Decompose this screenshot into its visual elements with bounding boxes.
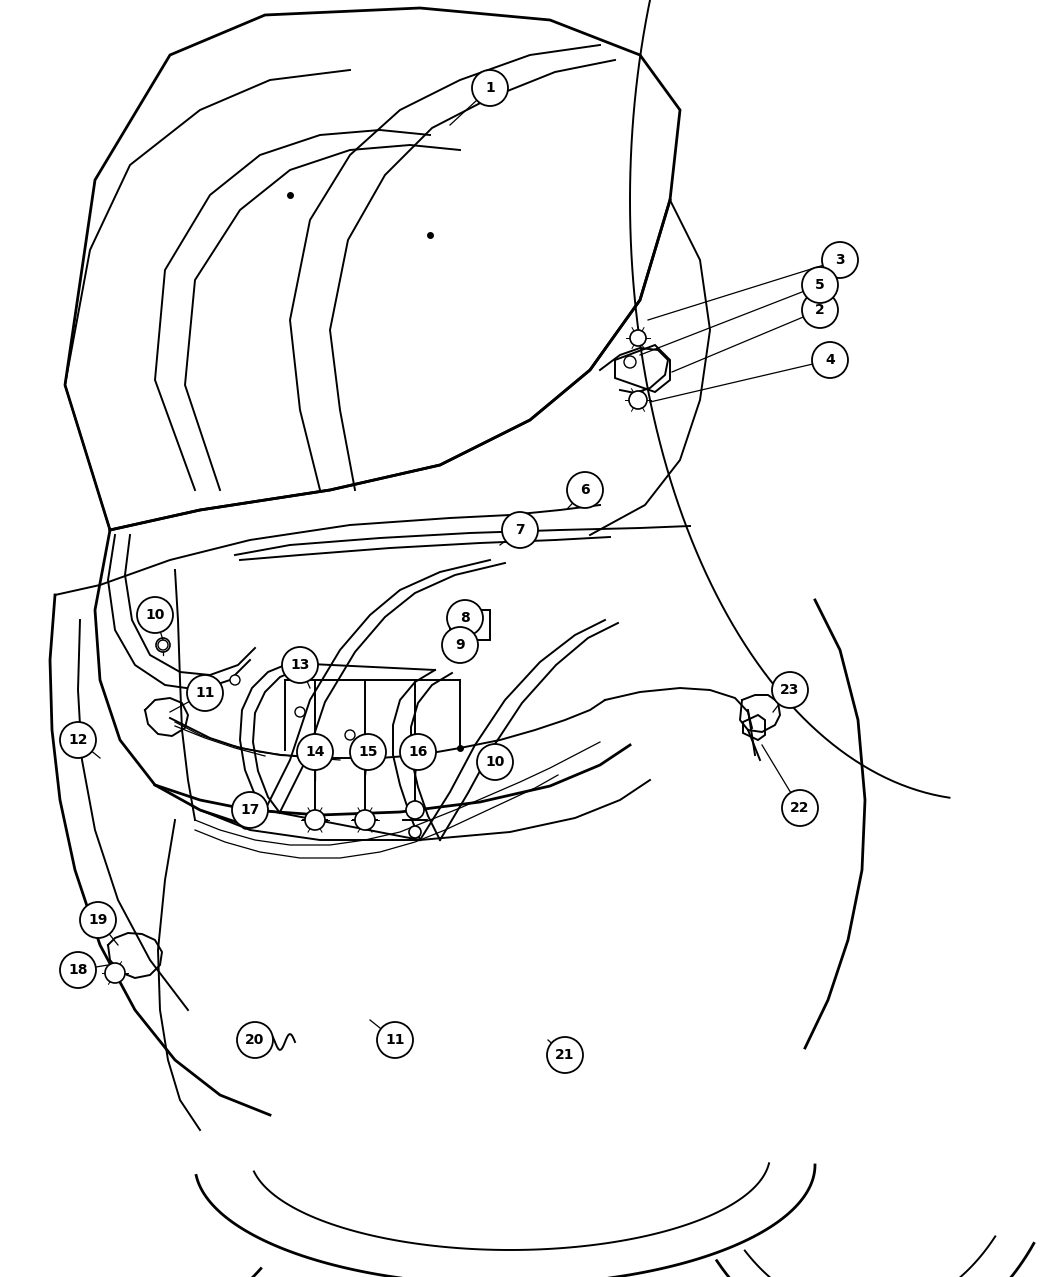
Circle shape (158, 640, 168, 650)
Text: 23: 23 (780, 683, 800, 697)
Circle shape (377, 1022, 413, 1059)
Circle shape (105, 963, 125, 983)
Text: 10: 10 (145, 608, 165, 622)
Text: 5: 5 (815, 278, 825, 292)
Text: 1: 1 (485, 80, 495, 94)
Circle shape (630, 329, 646, 346)
Text: 4: 4 (825, 352, 835, 366)
Circle shape (350, 734, 386, 770)
Text: 18: 18 (68, 963, 88, 977)
Circle shape (187, 676, 223, 711)
Circle shape (477, 744, 513, 780)
Text: 13: 13 (290, 658, 310, 672)
Circle shape (237, 1022, 273, 1059)
Circle shape (282, 647, 318, 683)
Circle shape (812, 342, 848, 378)
Text: 11: 11 (385, 1033, 404, 1047)
Circle shape (624, 356, 636, 368)
Text: 15: 15 (358, 744, 378, 759)
Circle shape (156, 638, 170, 653)
Circle shape (60, 951, 96, 988)
Circle shape (410, 826, 421, 838)
Text: 22: 22 (791, 801, 810, 815)
Text: 16: 16 (408, 744, 427, 759)
Circle shape (304, 810, 326, 830)
Circle shape (345, 730, 355, 739)
Circle shape (447, 600, 483, 636)
Text: 20: 20 (246, 1033, 265, 1047)
Text: 11: 11 (195, 686, 215, 700)
Text: 10: 10 (485, 755, 505, 769)
Circle shape (355, 810, 375, 830)
Circle shape (472, 70, 508, 106)
Circle shape (802, 292, 838, 328)
Text: 8: 8 (460, 610, 470, 624)
Circle shape (782, 790, 818, 826)
Text: 12: 12 (68, 733, 88, 747)
Text: 19: 19 (88, 913, 108, 927)
Text: 21: 21 (555, 1048, 574, 1062)
Circle shape (547, 1037, 583, 1073)
Text: 14: 14 (306, 744, 324, 759)
Circle shape (802, 267, 838, 303)
Circle shape (502, 512, 538, 548)
Text: 3: 3 (835, 253, 845, 267)
Circle shape (822, 243, 858, 278)
Circle shape (80, 902, 116, 939)
Circle shape (454, 642, 470, 658)
Circle shape (232, 792, 268, 827)
Text: 9: 9 (456, 638, 465, 653)
Circle shape (230, 676, 240, 684)
Circle shape (400, 734, 436, 770)
Text: 17: 17 (240, 803, 259, 817)
Circle shape (136, 598, 173, 633)
Text: 7: 7 (516, 524, 525, 538)
Circle shape (629, 391, 647, 409)
Circle shape (60, 722, 96, 759)
Circle shape (295, 707, 304, 716)
Circle shape (406, 801, 424, 819)
Circle shape (567, 472, 603, 508)
Text: 6: 6 (581, 483, 590, 497)
Circle shape (481, 756, 494, 767)
Circle shape (297, 734, 333, 770)
Text: 2: 2 (815, 303, 825, 317)
Circle shape (442, 627, 478, 663)
Circle shape (772, 672, 808, 707)
